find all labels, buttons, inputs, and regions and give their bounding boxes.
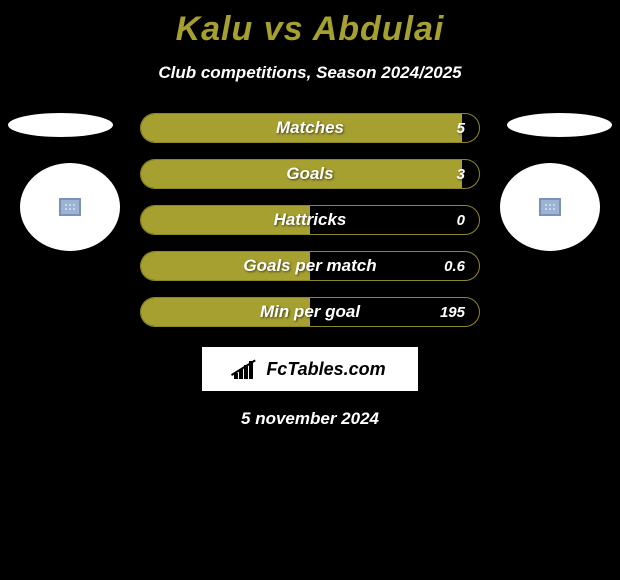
placeholder-icon xyxy=(59,198,81,216)
page-title: Kalu vs Abdulai xyxy=(0,0,620,49)
stat-bar-value: 0.6 xyxy=(444,258,465,275)
stat-bars: Matches5Goals3Hattricks0Goals per match0… xyxy=(140,113,480,327)
chart-icon xyxy=(234,359,260,379)
stat-bar-value: 195 xyxy=(440,304,465,321)
stat-bar: Matches5 xyxy=(140,113,480,143)
stat-bar: Min per goal195 xyxy=(140,297,480,327)
right-player-badge xyxy=(500,163,600,251)
stat-bar-value: 0 xyxy=(457,212,465,229)
left-player-badge xyxy=(20,163,120,251)
stat-bar-label: Goals xyxy=(141,164,479,184)
date-label: 5 november 2024 xyxy=(0,409,620,429)
stat-bar-label: Hattricks xyxy=(141,210,479,230)
placeholder-icon xyxy=(539,198,561,216)
stat-bar-value: 3 xyxy=(457,166,465,183)
comparison-panel: Matches5Goals3Hattricks0Goals per match0… xyxy=(0,113,620,327)
right-ellipse xyxy=(507,113,612,137)
stat-bar-label: Matches xyxy=(141,118,479,138)
left-ellipse xyxy=(8,113,113,137)
stat-bar: Goals per match0.6 xyxy=(140,251,480,281)
stat-bar-label: Min per goal xyxy=(141,302,479,322)
logo-text: FcTables.com xyxy=(266,359,385,380)
site-logo: FcTables.com xyxy=(202,347,418,391)
subtitle: Club competitions, Season 2024/2025 xyxy=(0,63,620,83)
stat-bar: Hattricks0 xyxy=(140,205,480,235)
stat-bar-label: Goals per match xyxy=(141,256,479,276)
stat-bar: Goals3 xyxy=(140,159,480,189)
stat-bar-value: 5 xyxy=(457,120,465,137)
